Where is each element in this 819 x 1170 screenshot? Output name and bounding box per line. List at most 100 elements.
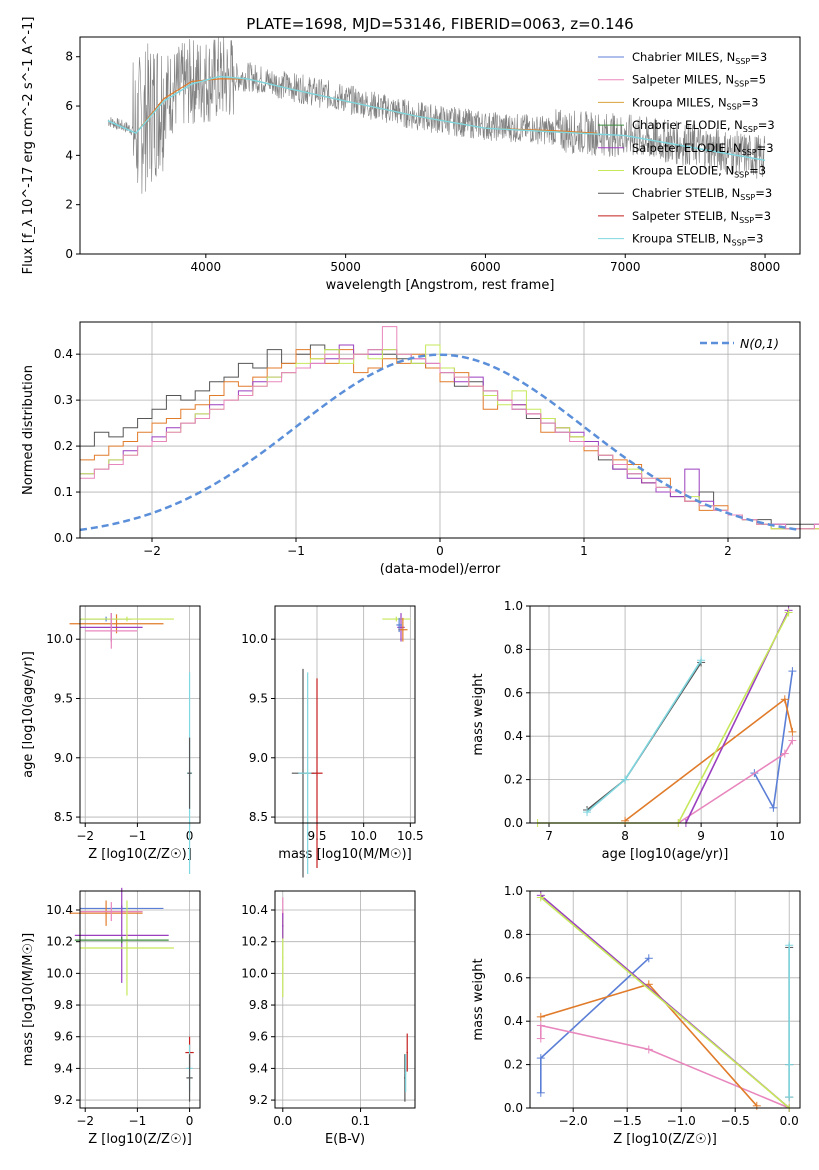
axes-frame — [79, 605, 201, 824]
x-tick-label: 0.1 — [351, 1114, 370, 1128]
y-tick-label: 0 — [65, 247, 73, 261]
y-tick-label: 0.0 — [504, 1101, 523, 1115]
legend-label: Kroupa MILES, NSSP=3 — [632, 95, 758, 111]
histogram-series — [80, 349, 819, 530]
x-tick-label: −0.5 — [721, 1114, 750, 1128]
x-tick-label: 7000 — [610, 260, 641, 274]
y-tick-label: 10.0 — [46, 632, 73, 646]
x-tick-label: −1 — [287, 544, 305, 558]
gaussian-curve — [79, 353, 801, 532]
y-tick-label: 9.5 — [54, 691, 73, 705]
legend-label: Salpeter STELIB, NSSP=3 — [632, 209, 771, 225]
panel-residuals: −2 −1 0 1 2 0.0 0.1 0.2 0.3 0.4 (data-model)/error… — [21, 321, 819, 577]
y-tick-label: 9.0 — [54, 751, 73, 765]
axes-frame — [529, 605, 801, 824]
histogram-series — [80, 326, 819, 530]
x-tick-label: −2 — [143, 544, 161, 558]
y-tick-label: 0.8 — [504, 642, 523, 656]
y-tick-label: 0.8 — [504, 927, 523, 941]
y-tick-label: 9.6 — [249, 1030, 268, 1044]
y-tick-label: 0.0 — [54, 531, 73, 545]
x-axis-label: Z [log10(Z/Z☉)] — [613, 1132, 717, 1147]
y-tick-label: 0.4 — [504, 1014, 523, 1028]
panel-massweight-vs-Z: −2.0 −1.5 −1.0 −0.5 0.0 0.0 0.2 0.4 0.6 0.8 1.0 Z [… — [471, 884, 801, 1147]
x-tick-label: 6000 — [470, 260, 501, 274]
y-tick-label: 9.0 — [249, 751, 268, 765]
y-tick-label: 1.0 — [504, 884, 523, 898]
x-tick-label: 10.0 — [350, 829, 377, 843]
y-tick-label: 10.4 — [46, 903, 73, 917]
x-tick-label: 0 — [186, 1114, 194, 1128]
y-tick-label: 0.6 — [504, 971, 523, 985]
x-tick-label: 10.5 — [397, 829, 424, 843]
y-tick-label: 9.6 — [54, 1030, 73, 1044]
panel-spectrum: 4000 5000 6000 7000 8000 0 2 4 6 8 wavelength [Ang… — [21, 17, 801, 293]
x-axis-label: wavelength [Angstrom, rest frame] — [326, 278, 555, 293]
legend-label: Chabrier STELIB, NSSP=3 — [632, 186, 772, 202]
x-tick-label: 5000 — [330, 260, 361, 274]
legend-label: Salpeter ELODIE, NSSP=3 — [632, 141, 774, 157]
axes-frame — [79, 36, 801, 255]
panel-age-vs-Z: −2−108.59.09.510.0Z [log10(Z/Z☉)]age [lo… — [21, 605, 201, 874]
axes-frame — [274, 890, 416, 1109]
legend-label: Chabrier ELODIE, NSSP=3 — [632, 118, 775, 134]
weight-line — [539, 1024, 790, 1109]
x-tick-label: 0.0 — [780, 1114, 799, 1128]
weight-line — [540, 896, 790, 1109]
axes-frame — [79, 890, 201, 1109]
x-tick-label: −1.5 — [613, 1114, 642, 1128]
y-tick-label: 10.4 — [241, 903, 268, 917]
y-tick-label: 2 — [65, 198, 73, 212]
y-tick-label: 0.4 — [54, 347, 73, 361]
y-tick-label: 0.2 — [504, 773, 523, 787]
x-axis-label: mass [log10(M/M☉)] — [278, 847, 411, 862]
legend-label: N(0,1) — [740, 336, 779, 351]
x-tick-label: 10 — [770, 829, 785, 843]
legend-label: Salpeter MILES, NSSP=5 — [632, 73, 766, 89]
x-axis-label: Z [log10(Z/Z☉)] — [88, 847, 192, 862]
x-axis-label: age [log10(age/yr)] — [602, 847, 729, 862]
x-tick-label: −1 — [129, 1114, 147, 1128]
y-tick-label: 0.2 — [54, 439, 73, 453]
panel-mass-vs-EBV: 0.0 0.1 9.2 9.4 9.6 9.8 10.0 10.2 10.4 E(B-V) — [241, 890, 416, 1147]
x-tick-label: 8 — [621, 829, 629, 843]
y-axis-label: Normed distribution — [21, 365, 36, 495]
legend-label: Kroupa ELODIE, NSSP=3 — [632, 164, 766, 180]
x-tick-label: 0 — [436, 544, 444, 558]
axes-frame — [79, 321, 801, 539]
axes-frame — [274, 605, 416, 824]
y-tick-label: 0.2 — [504, 1058, 523, 1072]
y-tick-label: 6 — [65, 99, 73, 113]
x-tick-label: 8000 — [750, 260, 781, 274]
x-tick-label: 7 — [545, 829, 553, 843]
x-tick-label: −2.0 — [559, 1114, 588, 1128]
x-tick-label: 2 — [724, 544, 732, 558]
x-tick-label: 0.0 — [273, 1114, 292, 1128]
y-tick-label: 10.0 — [46, 966, 73, 980]
y-tick-label: 0.0 — [504, 816, 523, 830]
x-axis-label: Z [log10(Z/Z☉)] — [88, 1132, 192, 1147]
y-tick-label: 8 — [65, 50, 73, 64]
y-tick-label: 9.2 — [249, 1093, 268, 1107]
y-tick-label: 1.0 — [504, 599, 523, 613]
y-axis-label: mass [log10(M/M☉)] — [21, 933, 36, 1066]
y-tick-label: 9.2 — [54, 1093, 73, 1107]
observed-spectrum — [107, 37, 766, 194]
y-tick-label: 9.8 — [249, 998, 268, 1012]
y-tick-label: 10.2 — [241, 935, 268, 949]
y-tick-label: 10.2 — [46, 935, 73, 949]
weight-line — [753, 670, 794, 811]
x-axis-label: (data-model)/error — [380, 562, 501, 577]
y-tick-label: 8.5 — [249, 810, 268, 824]
y-tick-label: 10.0 — [241, 632, 268, 646]
x-tick-label: −1.0 — [667, 1114, 696, 1128]
legend-label: Chabrier MILES, NSSP=3 — [632, 50, 767, 66]
y-tick-label: 0.6 — [504, 686, 523, 700]
figure-title: PLATE=1698, MJD=53146, FIBERID=0063, z=0… — [246, 15, 633, 33]
x-axis-label: E(B-V) — [325, 1132, 365, 1147]
model-spectrum — [107, 75, 766, 161]
x-tick-label: −2 — [76, 1114, 94, 1128]
panel-massweight-vs-age: 7 8 9 10 0.0 0.2 0.4 0.6 0.8 1.0 age [log10(age/yr… — [471, 599, 801, 862]
y-tick-label: 8.5 — [54, 810, 73, 824]
